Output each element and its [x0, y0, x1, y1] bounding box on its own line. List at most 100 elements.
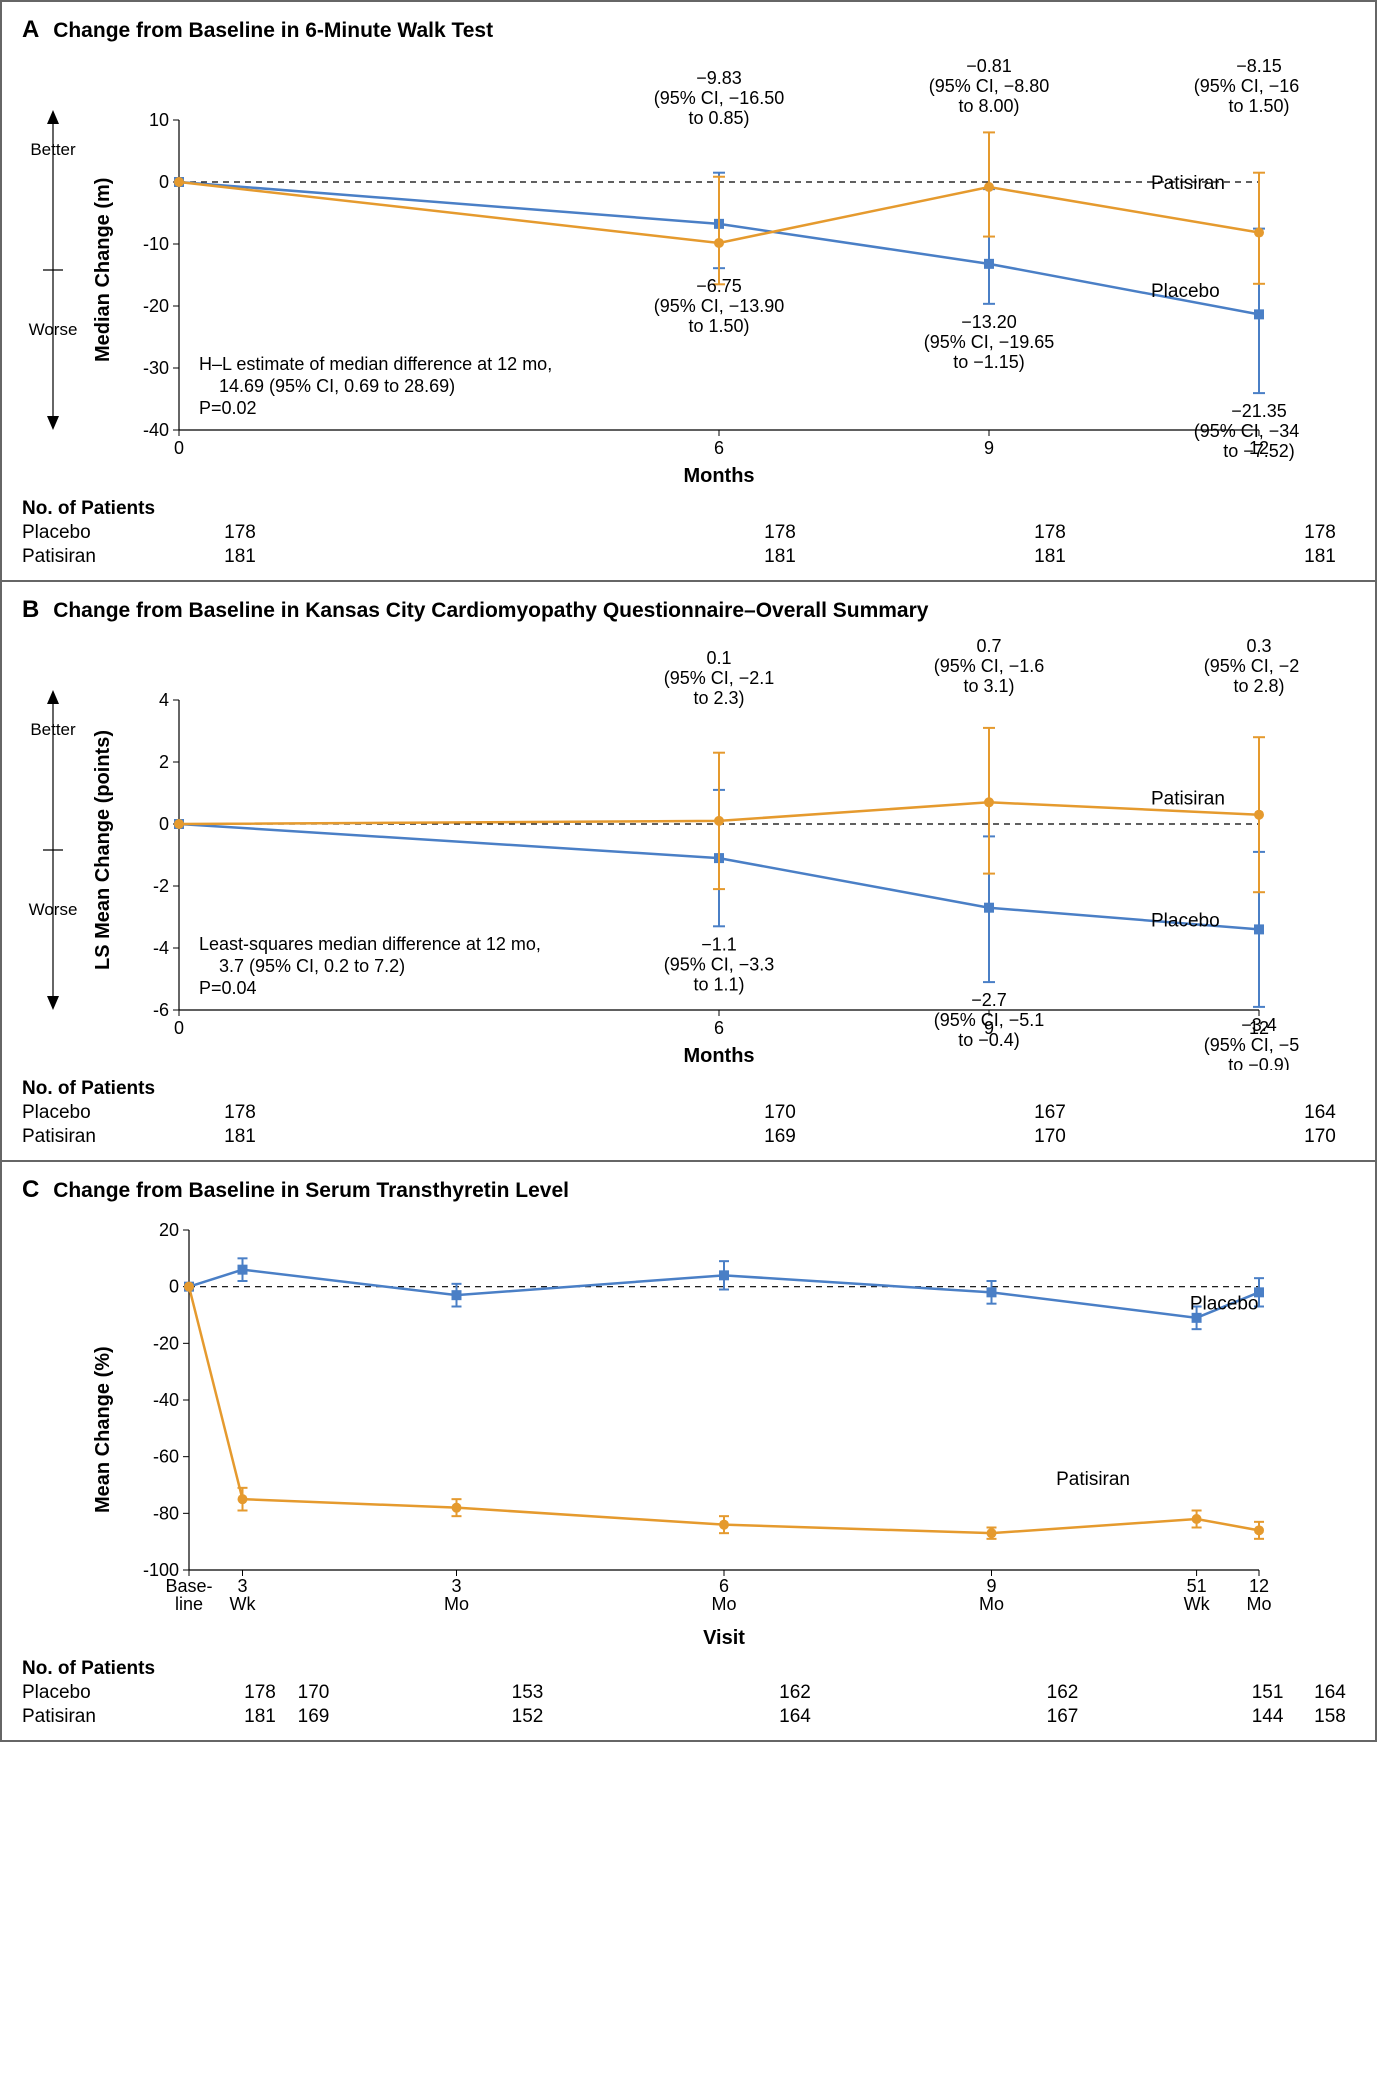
svg-text:Wk: Wk [230, 1594, 257, 1614]
svg-text:−2.7: −2.7 [971, 990, 1007, 1010]
panel-c: C Change from Baseline in Serum Transthy… [2, 1162, 1375, 1740]
svg-text:(95% CI, −5.1: (95% CI, −5.1 [934, 1010, 1045, 1030]
panel-b-ntable: No. of Patients Placebo178170167164Patis… [22, 1078, 1359, 1150]
svg-text:(95% CI, −16.50: (95% CI, −16.50 [654, 88, 785, 108]
svg-text:(95% CI, −34.05: (95% CI, −34.05 [1194, 421, 1299, 441]
panel-b-title-text: Change from Baseline in Kansas City Card… [53, 599, 928, 622]
svg-text:0: 0 [174, 1018, 184, 1038]
figure-container: A Change from Baseline in 6-Minute Walk … [0, 0, 1377, 1742]
svg-text:2: 2 [159, 752, 169, 772]
svg-text:to 8.00): to 8.00) [958, 96, 1019, 116]
svg-text:(95% CI, −16.42: (95% CI, −16.42 [1194, 76, 1299, 96]
panel-a-ylabel: Median Change (m) [88, 50, 119, 490]
svg-text:to 1.50): to 1.50) [1228, 96, 1289, 116]
svg-text:Base-: Base- [165, 1576, 212, 1596]
svg-text:to 1.1): to 1.1) [693, 974, 744, 994]
svg-text:9: 9 [984, 438, 994, 458]
svg-text:4: 4 [159, 690, 169, 710]
panel-a-title-text: Change from Baseline in 6-Minute Walk Te… [53, 19, 493, 42]
panel-b-ylabel: LS Mean Change (points) [88, 630, 119, 1070]
svg-text:0: 0 [174, 438, 184, 458]
panel-c-chart: -100-80-60-40-20020Base-line3Wk3Mo6Mo9Mo… [119, 1210, 1299, 1650]
panel-a-ntable: No. of Patients Placebo178178178178Patis… [22, 498, 1359, 570]
svg-text:Mo: Mo [979, 1594, 1004, 1614]
n-header: No. of Patients [22, 1658, 1359, 1680]
panel-c-title: C Change from Baseline in Serum Transthy… [22, 1176, 1359, 1204]
svg-text:3: 3 [451, 1576, 461, 1596]
svg-text:−8.15: −8.15 [1236, 56, 1282, 76]
svg-text:Patisiran: Patisiran [1151, 173, 1225, 194]
svg-text:Wk: Wk [1184, 1594, 1211, 1614]
svg-text:Placebo: Placebo [1151, 281, 1220, 302]
svg-text:3: 3 [237, 1576, 247, 1596]
svg-text:to 0.85): to 0.85) [688, 108, 749, 128]
n-header: No. of Patients [22, 1078, 1359, 1100]
panel-a-direction: Better Worse [18, 50, 88, 490]
svg-text:to 2.3): to 2.3) [693, 688, 744, 708]
better-label: Better [30, 140, 75, 160]
panel-b-direction: Better Worse [18, 630, 88, 1070]
svg-text:Patisiran: Patisiran [1056, 1469, 1130, 1490]
svg-text:12: 12 [1249, 1576, 1269, 1596]
svg-text:10: 10 [149, 110, 169, 130]
panel-a-title: A Change from Baseline in 6-Minute Walk … [22, 16, 1359, 44]
svg-text:Least-squares median differenc: Least-squares median difference at 12 mo… [199, 934, 541, 954]
svg-text:to 2.8): to 2.8) [1233, 676, 1284, 696]
panel-c-ylabel: Mean Change (%) [88, 1210, 119, 1650]
svg-text:0.7: 0.7 [976, 636, 1001, 656]
svg-text:Mo: Mo [444, 1594, 469, 1614]
svg-text:51: 51 [1187, 1576, 1207, 1596]
svg-text:−6.75: −6.75 [696, 276, 742, 296]
panel-c-letter: C [22, 1176, 39, 1203]
svg-text:14.69 (95% CI, 0.69 to 28.69): 14.69 (95% CI, 0.69 to 28.69) [219, 376, 455, 396]
panel-a-chart: -40-30-20-1001006912MonthsPatisiranPlace… [119, 50, 1299, 490]
svg-text:-4: -4 [153, 938, 169, 958]
svg-text:to 1.50): to 1.50) [688, 316, 749, 336]
svg-text:6: 6 [714, 1018, 724, 1038]
svg-text:P=0.02: P=0.02 [199, 398, 257, 418]
svg-text:(95% CI, −1.6: (95% CI, −1.6 [934, 656, 1045, 676]
svg-text:−1.1: −1.1 [701, 934, 737, 954]
panel-b-chart: -6-4-202406912MonthsPatisiranPlacebo0.1(… [119, 630, 1299, 1070]
svg-text:3.7 (95% CI, 0.2 to 7.2): 3.7 (95% CI, 0.2 to 7.2) [219, 956, 405, 976]
panel-a: A Change from Baseline in 6-Minute Walk … [2, 2, 1375, 582]
svg-text:(95% CI, −2.2: (95% CI, −2.2 [1204, 656, 1299, 676]
svg-text:(95% CI, −2.1: (95% CI, −2.1 [664, 668, 775, 688]
svg-text:-10: -10 [143, 234, 169, 254]
n-header: No. of Patients [22, 498, 1359, 520]
worse-label: Worse [29, 900, 78, 920]
svg-text:-30: -30 [143, 358, 169, 378]
svg-text:Mo: Mo [711, 1594, 736, 1614]
svg-text:Months: Months [683, 465, 754, 487]
svg-text:-40: -40 [153, 1390, 179, 1410]
svg-text:-80: -80 [153, 1503, 179, 1523]
svg-text:to 3.1): to 3.1) [963, 676, 1014, 696]
svg-text:-2: -2 [153, 876, 169, 896]
svg-text:9: 9 [986, 1576, 996, 1596]
svg-text:-6: -6 [153, 1000, 169, 1020]
svg-text:(95% CI, −8.80: (95% CI, −8.80 [929, 76, 1050, 96]
worse-label: Worse [29, 320, 78, 340]
svg-text:to −0.4): to −0.4) [958, 1030, 1020, 1050]
svg-text:Placebo: Placebo [1151, 911, 1220, 932]
panel-c-title-text: Change from Baseline in Serum Transthyre… [53, 1179, 569, 1202]
svg-text:-40: -40 [143, 420, 169, 440]
panel-b-letter: B [22, 596, 39, 623]
svg-text:−9.83: −9.83 [696, 68, 742, 88]
svg-text:Placebo: Placebo [1190, 1293, 1259, 1314]
panel-a-letter: A [22, 16, 39, 43]
svg-text:6: 6 [719, 1576, 729, 1596]
svg-text:0.1: 0.1 [706, 648, 731, 668]
svg-text:6: 6 [714, 438, 724, 458]
svg-text:Mo: Mo [1246, 1594, 1271, 1614]
panel-c-ntable: No. of Patients Placebo17817015316216215… [22, 1658, 1359, 1730]
svg-text:0.3: 0.3 [1246, 636, 1271, 656]
svg-text:to −7.52): to −7.52) [1223, 441, 1295, 461]
svg-text:(95% CI, −19.65: (95% CI, −19.65 [924, 332, 1055, 352]
svg-text:−13.20: −13.20 [961, 312, 1017, 332]
svg-text:-20: -20 [143, 296, 169, 316]
svg-text:Patisiran: Patisiran [1151, 788, 1225, 809]
svg-text:P=0.04: P=0.04 [199, 978, 257, 998]
svg-text:(95% CI, −13.90: (95% CI, −13.90 [654, 296, 785, 316]
panel-b: B Change from Baseline in Kansas City Ca… [2, 582, 1375, 1162]
